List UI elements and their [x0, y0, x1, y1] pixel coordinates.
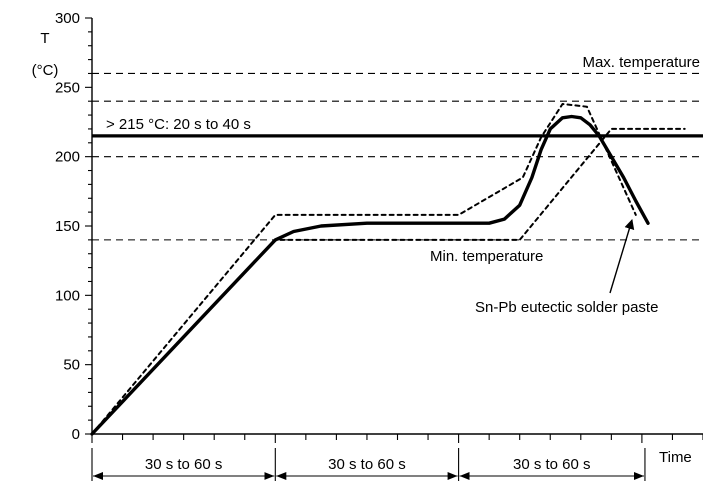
y-tick-label: 0	[72, 426, 80, 443]
solder-paste-pointer-arrow	[609, 219, 635, 294]
y-tick-label: 250	[55, 79, 80, 96]
axes: 0 50 100 150 200 250 300	[55, 10, 703, 443]
y-tick-label: 200	[55, 149, 80, 166]
y-tick-label: 150	[55, 218, 80, 235]
y-tick-label: 50	[63, 357, 80, 374]
min-temperature-label: Min. temperature	[430, 248, 543, 265]
x-axis-label: Time	[659, 449, 692, 466]
phase-1-label: 30 s to 60 s	[145, 456, 223, 473]
y-axis-unit: (°C)	[32, 62, 59, 79]
series-group	[90, 103, 686, 436]
max-temperature-label: Max. temperature	[582, 54, 700, 71]
time-above-liquidus-label: > 215 °C: 20 s to 40 s	[106, 116, 251, 133]
y-tick-label: 100	[55, 287, 80, 304]
y-tick-label: 300	[55, 10, 80, 27]
phase-group: 30 s to 60 s 30 s to 60 s 30 s to 60 s	[91, 448, 646, 481]
upper-limit-profile-line	[91, 127, 686, 435]
phase-3-label: 30 s to 60 s	[513, 456, 591, 473]
phase-2-label: 30 s to 60 s	[328, 456, 406, 473]
upper-limit-profile-line	[91, 103, 637, 435]
y-axis-label: T	[40, 30, 49, 47]
solder-paste-profile-line	[90, 114, 650, 436]
solder-paste-label: Sn-Pb eutectic solder paste	[475, 299, 658, 316]
